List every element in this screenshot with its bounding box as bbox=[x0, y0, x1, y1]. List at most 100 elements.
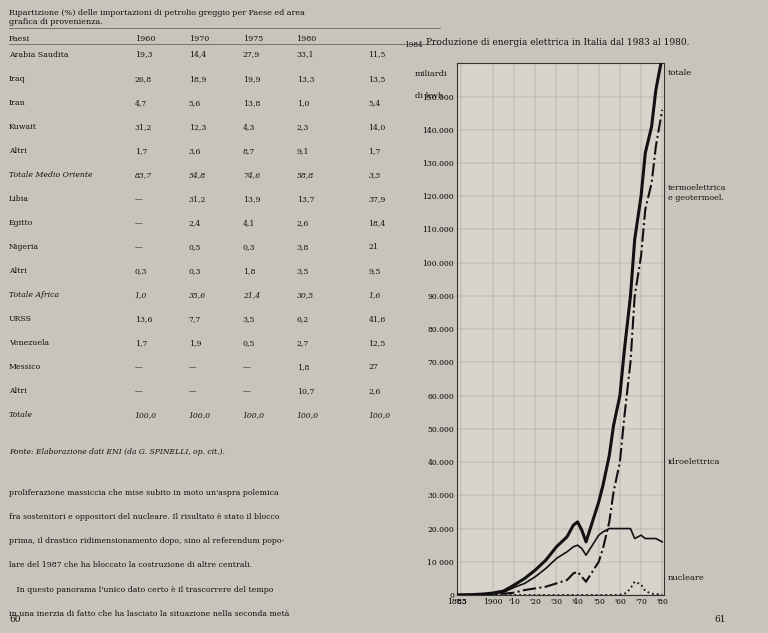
Text: 1,6: 1,6 bbox=[369, 291, 381, 299]
Text: 1,7: 1,7 bbox=[369, 147, 381, 155]
Text: 100,0: 100,0 bbox=[296, 411, 319, 420]
Text: 2,7: 2,7 bbox=[296, 339, 309, 348]
Text: 31,2: 31,2 bbox=[135, 123, 152, 131]
Text: 61: 61 bbox=[714, 615, 726, 624]
Text: 54,8: 54,8 bbox=[189, 171, 206, 179]
Text: 1,9: 1,9 bbox=[189, 339, 201, 348]
Text: 2,3: 2,3 bbox=[296, 123, 309, 131]
Text: 14,0: 14,0 bbox=[369, 123, 386, 131]
Text: 12,3: 12,3 bbox=[189, 123, 206, 131]
Text: Egitto: Egitto bbox=[9, 219, 33, 227]
Text: grafica di provenienza.: grafica di provenienza. bbox=[9, 18, 103, 26]
Text: Arabia Saudita: Arabia Saudita bbox=[9, 51, 68, 59]
Text: —: — bbox=[189, 387, 197, 396]
Text: Fonte: Elaborazione dati ENI (da G. SPINELLI, op. cit.).: Fonte: Elaborazione dati ENI (da G. SPIN… bbox=[9, 448, 225, 456]
Text: nucleare: nucleare bbox=[668, 574, 705, 582]
Text: 4,3: 4,3 bbox=[243, 123, 255, 131]
Text: 14,4: 14,4 bbox=[189, 51, 206, 59]
Text: 3,5: 3,5 bbox=[296, 267, 309, 275]
Text: URSS: URSS bbox=[9, 315, 32, 323]
Text: 3,6: 3,6 bbox=[189, 147, 201, 155]
Text: 1,8: 1,8 bbox=[243, 267, 255, 275]
Text: —: — bbox=[135, 387, 143, 396]
Text: 27,9: 27,9 bbox=[243, 51, 260, 59]
Text: 1,0: 1,0 bbox=[296, 99, 309, 107]
Text: 18,4: 18,4 bbox=[369, 219, 386, 227]
Text: —: — bbox=[135, 195, 143, 203]
Text: 6,2: 6,2 bbox=[296, 315, 309, 323]
Text: 19,9: 19,9 bbox=[243, 75, 260, 83]
Text: 8,7: 8,7 bbox=[243, 147, 255, 155]
Text: Iran: Iran bbox=[9, 99, 26, 107]
Text: Venezuela: Venezuela bbox=[9, 339, 49, 348]
Text: 60: 60 bbox=[9, 615, 21, 624]
Text: 12,5: 12,5 bbox=[369, 339, 386, 348]
Text: fra sostenitori e oppositori del nucleare. Il risultato è stato il blocco: fra sostenitori e oppositori del nuclear… bbox=[9, 513, 280, 522]
Text: In questo panorama l'unico dato certo è il trascorrere del tempo: In questo panorama l'unico dato certo è … bbox=[9, 586, 273, 594]
Text: 41,6: 41,6 bbox=[369, 315, 386, 323]
Text: 2,4: 2,4 bbox=[189, 219, 201, 227]
Text: Messico: Messico bbox=[9, 363, 41, 372]
Text: 2,6: 2,6 bbox=[296, 219, 309, 227]
Text: 1980: 1980 bbox=[296, 35, 316, 43]
Text: prima, il drastico ridimensionamento dopo, sino al referendum popo-: prima, il drastico ridimensionamento dop… bbox=[9, 537, 284, 546]
Text: 3,5: 3,5 bbox=[369, 171, 381, 179]
Text: 9,1: 9,1 bbox=[296, 147, 309, 155]
Text: 13,6: 13,6 bbox=[135, 315, 152, 323]
Text: 1975: 1975 bbox=[243, 35, 263, 43]
Text: 27: 27 bbox=[369, 363, 378, 372]
Text: 9,5: 9,5 bbox=[369, 267, 381, 275]
Text: 13,5: 13,5 bbox=[369, 75, 386, 83]
Text: 3,8: 3,8 bbox=[296, 243, 309, 251]
Text: 13,9: 13,9 bbox=[243, 195, 260, 203]
Text: 1,7: 1,7 bbox=[135, 147, 147, 155]
Text: Altri: Altri bbox=[9, 387, 27, 396]
Text: 1,7: 1,7 bbox=[135, 339, 147, 348]
Text: Iraq: Iraq bbox=[9, 75, 25, 83]
Text: 2,6: 2,6 bbox=[369, 387, 381, 396]
Text: Libia: Libia bbox=[9, 195, 29, 203]
Text: 1984: 1984 bbox=[404, 41, 423, 49]
Text: Kuwait: Kuwait bbox=[9, 123, 37, 131]
Text: 100,0: 100,0 bbox=[189, 411, 210, 420]
Text: 1,0: 1,0 bbox=[135, 291, 147, 299]
Text: 100,0: 100,0 bbox=[369, 411, 390, 420]
Text: idroelettrica: idroelettrica bbox=[668, 458, 720, 466]
Text: proliferazione massiccia che mise subito in moto un'aspra polemica: proliferazione massiccia che mise subito… bbox=[9, 489, 279, 498]
Text: Totale: Totale bbox=[9, 411, 33, 420]
Text: 5,4: 5,4 bbox=[369, 99, 381, 107]
Text: 0,5: 0,5 bbox=[243, 339, 255, 348]
Text: 1,8: 1,8 bbox=[296, 363, 309, 372]
Text: 1970: 1970 bbox=[189, 35, 209, 43]
Text: Nigeria: Nigeria bbox=[9, 243, 39, 251]
Text: termoelettrica
e geotermoel.: termoelettrica e geotermoel. bbox=[668, 184, 727, 201]
Text: 100,0: 100,0 bbox=[243, 411, 265, 420]
Text: miliardi: miliardi bbox=[415, 70, 448, 78]
Text: di kwh: di kwh bbox=[415, 92, 443, 100]
Text: 11,5: 11,5 bbox=[369, 51, 386, 59]
Text: 21,4: 21,4 bbox=[243, 291, 260, 299]
Text: Ripartizione (%) delle importazioni di petrolio greggio per Paese ed area: Ripartizione (%) delle importazioni di p… bbox=[9, 9, 305, 18]
Text: 0,3: 0,3 bbox=[243, 243, 255, 251]
Text: 5,6: 5,6 bbox=[189, 99, 201, 107]
Text: 37,9: 37,9 bbox=[369, 195, 386, 203]
Text: —: — bbox=[243, 387, 250, 396]
Text: 83,7: 83,7 bbox=[135, 171, 152, 179]
Text: 13,7: 13,7 bbox=[296, 195, 314, 203]
Text: —: — bbox=[243, 363, 250, 372]
Text: Produzione di energia elettrica in Italia dal 1983 al 1980.: Produzione di energia elettrica in Itali… bbox=[426, 39, 690, 47]
Text: 0,3: 0,3 bbox=[189, 267, 201, 275]
Text: 31,2: 31,2 bbox=[189, 195, 206, 203]
Text: Totale Africa: Totale Africa bbox=[9, 291, 59, 299]
Text: 4,7: 4,7 bbox=[135, 99, 147, 107]
Text: —: — bbox=[189, 363, 197, 372]
Text: totale: totale bbox=[668, 69, 693, 77]
Text: —: — bbox=[135, 243, 143, 251]
Text: 30,5: 30,5 bbox=[296, 291, 313, 299]
Text: 3,5: 3,5 bbox=[243, 315, 255, 323]
Text: 21: 21 bbox=[369, 243, 379, 251]
Text: Altri: Altri bbox=[9, 267, 27, 275]
Text: Totale Medio Oriente: Totale Medio Oriente bbox=[9, 171, 93, 179]
Text: lare del 1987 che ha bloccato la costruzione di altre centrali.: lare del 1987 che ha bloccato la costruz… bbox=[9, 561, 252, 570]
Text: Altri: Altri bbox=[9, 147, 27, 155]
